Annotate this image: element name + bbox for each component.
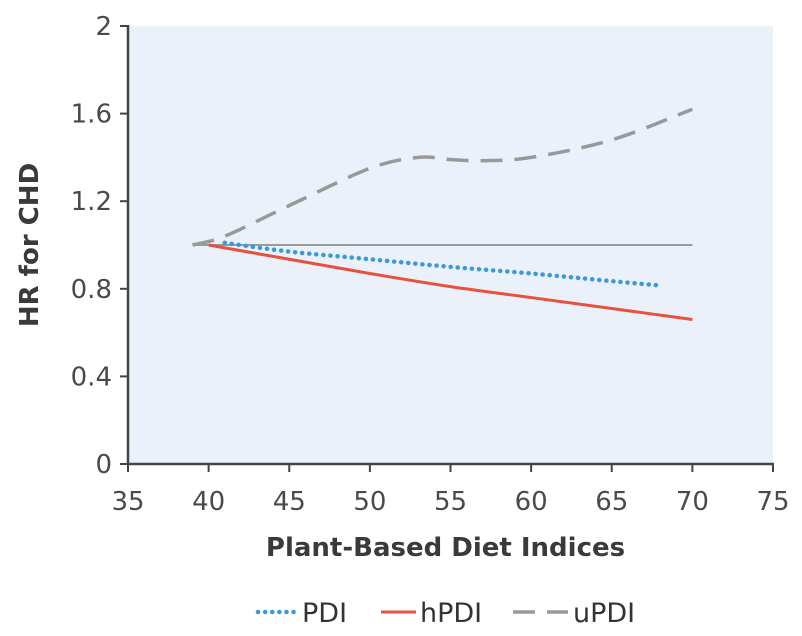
y-tick-label: 0 bbox=[95, 450, 112, 480]
x-tick-label: 55 bbox=[434, 487, 467, 517]
y-tick-label: 2 bbox=[95, 12, 112, 42]
y-axis-title: HR for CHD bbox=[15, 163, 45, 327]
x-tick-label: 75 bbox=[756, 487, 789, 517]
y-tick-label: 1.6 bbox=[71, 100, 112, 130]
y-tick-label: 0.4 bbox=[71, 362, 112, 392]
legend-label-hpdi: hPDI bbox=[420, 598, 482, 629]
y-tick-label: 1.2 bbox=[71, 187, 112, 217]
legend: PDI hPDI uPDI bbox=[255, 598, 635, 629]
legend-label-updi: uPDI bbox=[573, 598, 635, 629]
legend-label-pdi: PDI bbox=[302, 598, 347, 629]
y-tick-label: 0.8 bbox=[71, 275, 112, 305]
x-tick-label: 50 bbox=[353, 487, 386, 517]
series-line-pdi bbox=[222, 240, 663, 288]
series-line-updi bbox=[192, 107, 693, 247]
x-tick-label: 35 bbox=[111, 487, 144, 517]
x-tick-label: 70 bbox=[676, 487, 709, 517]
x-tick-label: 65 bbox=[595, 487, 628, 517]
x-axis-title: Plant-Based Diet Indices bbox=[266, 533, 625, 563]
series-line-hpdi bbox=[208, 243, 693, 321]
x-tick-label: 60 bbox=[515, 487, 548, 517]
x-tick-label: 40 bbox=[192, 487, 225, 517]
x-tick-label: 45 bbox=[273, 487, 306, 517]
